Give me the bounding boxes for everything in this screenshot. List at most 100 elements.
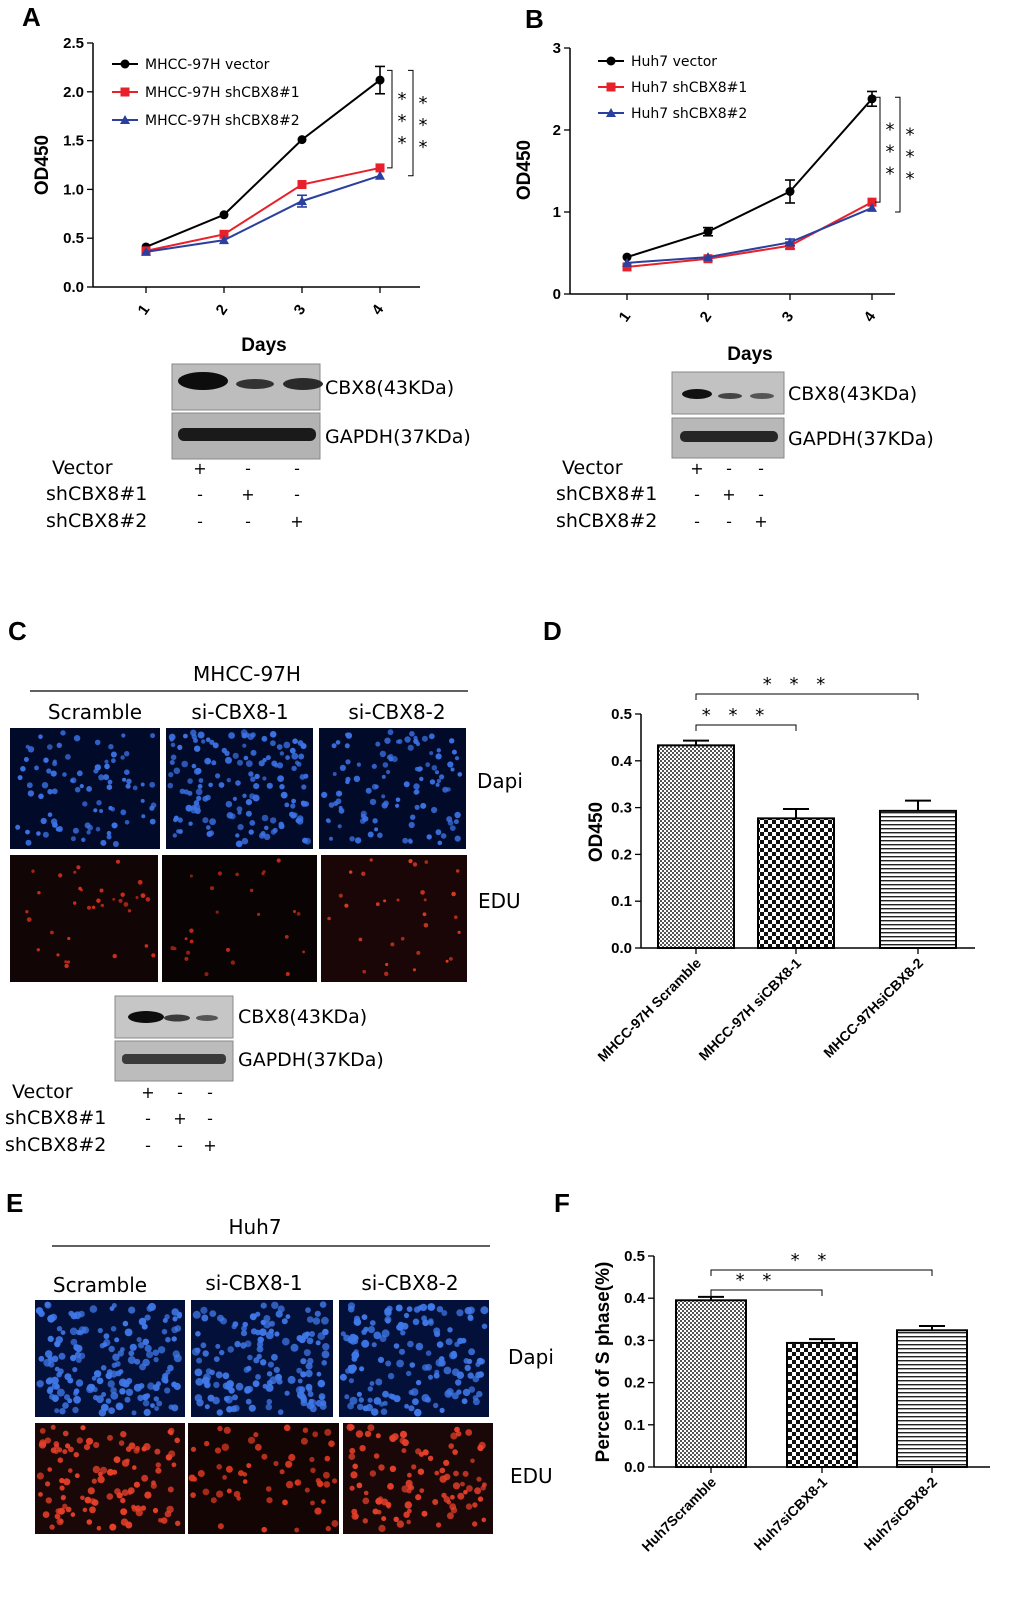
cell-nucleus (352, 1463, 359, 1470)
cell-nucleus (140, 1505, 147, 1511)
cell-nucleus (100, 1365, 107, 1371)
cell-nucleus (372, 818, 378, 824)
panel-letter-b: B (525, 4, 544, 34)
blot-a-mark: + (290, 512, 303, 531)
cell-nucleus (122, 777, 127, 782)
x-tick-label: 1 (135, 302, 154, 319)
cell-nucleus (70, 1512, 76, 1517)
y-axis-label: OD450 (32, 135, 53, 195)
cell-nucleus (326, 819, 331, 824)
cell-nucleus (363, 1490, 369, 1496)
cell-nucleus (421, 735, 428, 742)
cell-nucleus (253, 1432, 259, 1438)
cell-nucleus (254, 1443, 262, 1451)
cell-nucleus (351, 1508, 358, 1515)
cell-nucleus (406, 1306, 413, 1312)
cell-nucleus (420, 890, 425, 895)
cell-nucleus (406, 1519, 412, 1525)
cell-nucleus (144, 1314, 151, 1321)
significance-bracket (695, 693, 919, 700)
cell-nucleus (151, 1480, 156, 1486)
cell-nucleus (456, 1309, 464, 1317)
cell-nucleus (99, 1343, 106, 1349)
cell-nucleus (101, 1392, 107, 1397)
cell-nucleus (456, 1389, 462, 1395)
blot-c-mark: - (145, 1109, 151, 1128)
series-line (626, 98, 873, 259)
cell-nucleus (375, 1433, 381, 1439)
cell-nucleus (73, 1391, 79, 1396)
cell-nucleus (142, 1358, 150, 1367)
cell-nucleus (427, 1319, 434, 1326)
cell-nucleus (448, 1443, 455, 1449)
cell-nucleus (260, 1302, 267, 1309)
cell-nucleus (66, 960, 71, 964)
cell-nucleus (125, 783, 131, 789)
cell-nucleus (121, 733, 126, 738)
cell-nucleus (345, 732, 353, 739)
cell-nucleus (62, 1449, 68, 1455)
cell-nucleus (414, 1408, 422, 1417)
panel-letter-c: C (8, 616, 27, 646)
cell-nucleus (412, 1318, 420, 1326)
legend-label: Huh7 shCBX8#2 (631, 106, 747, 122)
cell-nucleus (38, 1355, 45, 1362)
cell-nucleus (396, 1359, 404, 1368)
blot-band (128, 1011, 164, 1023)
cell-nucleus (263, 1315, 271, 1322)
cell-nucleus (353, 1349, 359, 1355)
cell-nucleus (476, 1476, 482, 1482)
cell-nucleus (381, 794, 386, 799)
cell-nucleus (256, 1345, 264, 1353)
cell-nucleus (124, 1396, 131, 1403)
cell-nucleus (443, 1459, 450, 1466)
cell-nucleus (50, 930, 54, 935)
blot-b-mark: - (726, 512, 732, 531)
cell-nucleus (415, 1342, 424, 1351)
cell-nucleus (225, 800, 233, 808)
cell-nucleus (411, 1464, 417, 1470)
cell-nucleus (141, 1474, 149, 1482)
cell-nucleus (461, 1398, 468, 1405)
cell-nucleus (91, 1375, 97, 1381)
significance-label: * (886, 164, 895, 185)
blot-b-cond-label: shCBX8#2 (556, 510, 657, 532)
blot-c-mark: - (145, 1136, 151, 1155)
cell-nucleus (381, 1516, 387, 1522)
blot-band (178, 372, 228, 390)
cell-nucleus (447, 1327, 453, 1333)
cell-nucleus (156, 1400, 163, 1407)
cell-nucleus (100, 1403, 109, 1412)
cell-nucleus (70, 778, 75, 783)
cell-nucleus (144, 944, 149, 948)
blot-band (680, 431, 778, 442)
cell-nucleus (56, 1388, 65, 1397)
cell-nucleus (412, 968, 417, 972)
cell-nucleus (323, 1471, 330, 1479)
cell-nucleus (422, 912, 427, 917)
cell-nucleus (154, 1406, 160, 1411)
cell-nucleus (205, 737, 211, 742)
cell-nucleus (118, 1440, 125, 1446)
cell-nucleus (167, 1364, 174, 1372)
cell-nucleus (314, 1507, 322, 1515)
cell-nucleus (324, 1455, 331, 1462)
cell-nucleus (244, 1387, 251, 1394)
cell-nucleus (196, 795, 202, 802)
cell-nucleus (452, 1449, 458, 1455)
cell-nucleus (265, 1403, 273, 1411)
y-axis-label: OD450 (514, 140, 535, 200)
cell-nucleus (332, 1478, 338, 1484)
y-tick-label: 1.5 (63, 133, 84, 150)
cell-nucleus (314, 1310, 321, 1317)
cell-nucleus (386, 769, 391, 775)
cell-nucleus (120, 1508, 128, 1516)
cell-nucleus (476, 1390, 483, 1398)
cell-nucleus (348, 1378, 354, 1384)
series-line (145, 166, 381, 252)
cell-nucleus (281, 1318, 288, 1325)
cell-nucleus (434, 1470, 440, 1476)
cell-nucleus (280, 791, 288, 799)
cell-nucleus (176, 1313, 182, 1319)
cell-nucleus (50, 1424, 56, 1430)
